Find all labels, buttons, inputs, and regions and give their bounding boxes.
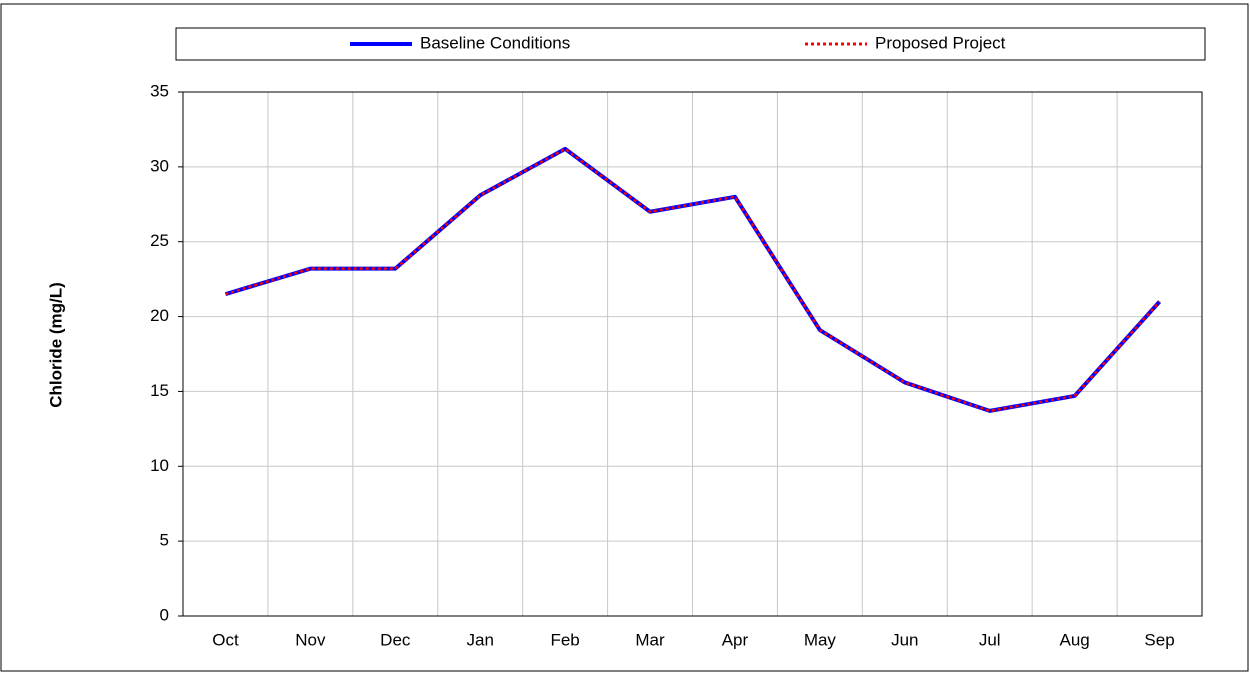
x-tick-label: May [804,630,837,649]
x-tick-label: Mar [635,630,665,649]
x-tick-label: Aug [1060,630,1090,649]
y-tick-label: 10 [150,456,169,475]
x-tick-label: Sep [1144,630,1174,649]
x-tick-label: Apr [722,630,749,649]
y-tick-label: 0 [160,605,169,624]
y-tick-label: 20 [150,306,169,325]
series-line [225,147,1161,413]
y-tick-label: 5 [160,531,169,550]
x-tick-label: Jun [891,630,918,649]
x-tick-label: Nov [295,630,326,649]
legend-label: Baseline Conditions [420,33,570,52]
y-tick-label: 15 [150,381,169,400]
x-tick-label: Jan [466,630,493,649]
x-tick-label: Oct [212,630,239,649]
chart-frame [0,3,1249,672]
x-tick-label: Feb [550,630,579,649]
y-tick-label: 35 [150,81,169,100]
plot-area [182,91,1203,617]
legend-box [175,27,1206,61]
x-tick-label: Dec [380,630,411,649]
y-tick-label: 30 [150,156,169,175]
y-tick-label: 25 [150,231,169,250]
y-axis-label: Chloride (mg/L) [46,282,65,408]
x-tick-label: Jul [979,630,1001,649]
legend-label: Proposed Project [875,33,1006,52]
